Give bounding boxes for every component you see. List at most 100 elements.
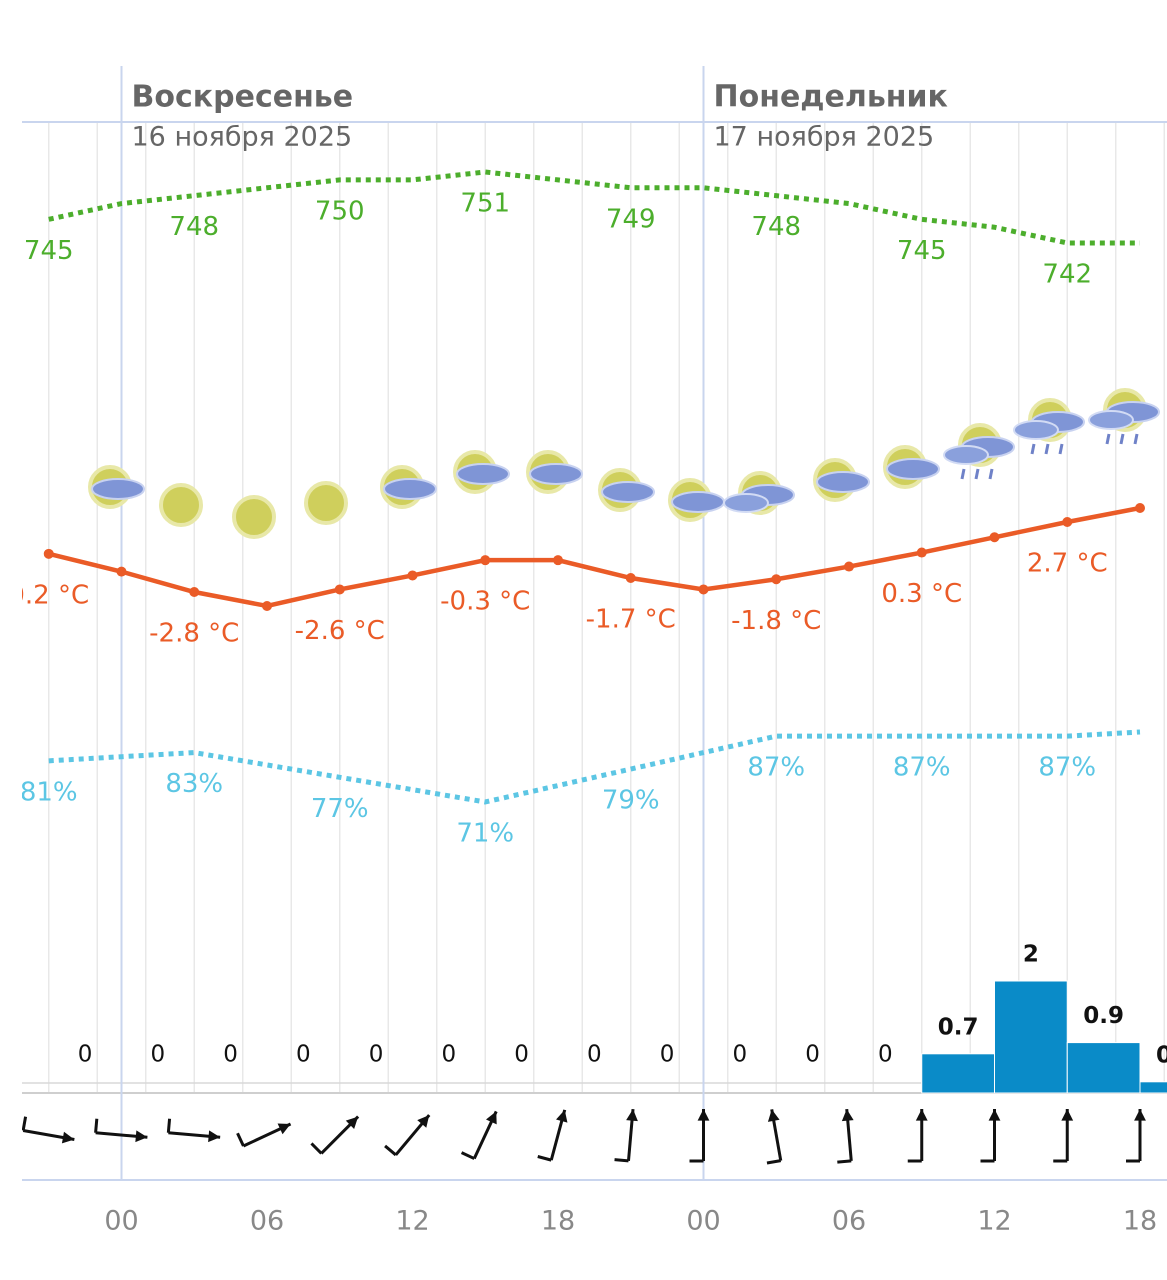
day-name: Понедельник [714,80,948,115]
sun-icon [232,495,276,539]
wind-arrow [837,1108,854,1164]
wind-head [345,1116,359,1129]
temperature-label: 0.3 °C [881,579,962,609]
temperature-label: -1.7 °C [586,605,676,635]
humidity-label: 79% [602,786,660,816]
x-tick-label: 06 [250,1206,284,1237]
x-tick-label: 12 [977,1206,1011,1237]
temperature-point [407,570,418,581]
temperature-point [43,548,54,559]
sun-icon [159,483,203,527]
wind-barb [236,1132,245,1147]
precipitation-label: 0 [151,1042,166,1068]
pressure-label: 750 [315,196,365,226]
day-name: Воскресенье [132,80,354,115]
wind-barb [94,1118,99,1133]
wind-head [767,1109,780,1122]
wind-arrow [907,1109,928,1163]
wind-head [417,1115,430,1128]
precipitation-bar [1139,1081,1167,1094]
precipitation-bar [921,1053,995,1094]
wind-arrow [766,1109,783,1165]
wind-barb [766,1159,782,1165]
wind-head [61,1131,75,1144]
humidity-label: 87% [1038,753,1096,783]
rain-drop [960,468,966,480]
x-tick-label: 06 [832,1206,866,1237]
temperature-point [553,555,563,566]
precipitation-label: 0 [442,1042,457,1068]
temperature-line [48,505,1141,609]
temperature-point [698,584,709,595]
humidity-label: 77% [311,794,369,824]
precipitation-label: 0.7 [938,1014,979,1040]
wind-barb [614,1158,629,1163]
rain-drop [1044,443,1050,455]
cloud-icon [91,478,145,500]
wind-arrow [689,1109,710,1163]
precipitation-label: 0 [78,1042,93,1068]
precipitation-label: 0 [296,1042,311,1068]
wind-head [626,1109,638,1122]
pressure-label: 742 [1042,260,1092,290]
rain-drop [1119,433,1125,445]
temperature-point [116,566,127,577]
humidity-label: 87% [747,753,805,783]
wind-head [1134,1109,1146,1121]
temperature-label: -0.3 °C [440,587,530,617]
wind-arrow [614,1108,638,1163]
pressure-label: 751 [460,189,510,219]
temperature-point [189,587,200,597]
wind-head [915,1109,928,1121]
wind-barb [22,1116,28,1131]
wind-head [208,1130,221,1143]
precipitation-label: 0 [587,1042,602,1068]
temperature-point [1135,503,1145,513]
temperature-label: -2.8 °C [149,619,239,649]
precipitation-label: 0 [514,1042,529,1068]
temperature-point [334,584,345,595]
wind-arrow [980,1109,1001,1163]
temperature-label: 0.2 °C [8,580,89,610]
sun-icon [304,481,348,525]
wind-head [485,1111,497,1125]
temperature-point [989,532,1000,543]
precipitation-bar [1066,1042,1141,1094]
wind-head [556,1109,568,1123]
wind-head [135,1130,148,1143]
cloud-icon [671,491,725,513]
pressure-label: 749 [606,204,656,234]
temperature-label: -1.8 °C [731,606,821,636]
rain-drop [1058,443,1064,455]
precipitation-label: 0 [805,1042,820,1068]
cloud-icon [1013,420,1059,440]
temperature-point [480,555,491,566]
x-tick-label: 18 [1123,1206,1157,1237]
rain-drop [988,468,994,480]
cloud-icon [529,463,583,485]
wind-arrow [22,1116,75,1144]
cloud-icon [886,458,940,480]
precipitation-label: 0 [733,1042,748,1068]
wind-barb [837,1159,852,1164]
cloud-icon [383,478,437,500]
rain-drop [1133,433,1139,445]
precipitation-label: 2 [1023,942,1039,968]
precipitation-label: 0 [369,1042,384,1068]
day-date: 16 ноября 2025 [132,122,353,153]
precipitation-label: 0.2 [1156,1042,1167,1068]
wind-head [988,1109,1001,1121]
wind-barb [166,1118,172,1133]
wind-barb [384,1144,397,1157]
cloud-icon [723,493,769,513]
temperature-point [844,561,854,572]
pressure-label: 748 [169,212,219,242]
wind-head [1061,1109,1074,1121]
rain-drop [974,468,980,480]
precipitation-label: 0.9 [1083,1003,1124,1029]
temperature-point [916,547,927,558]
wind-arrow [166,1118,221,1143]
humidity-label: 87% [893,753,951,783]
x-tick-label: 18 [541,1206,575,1237]
